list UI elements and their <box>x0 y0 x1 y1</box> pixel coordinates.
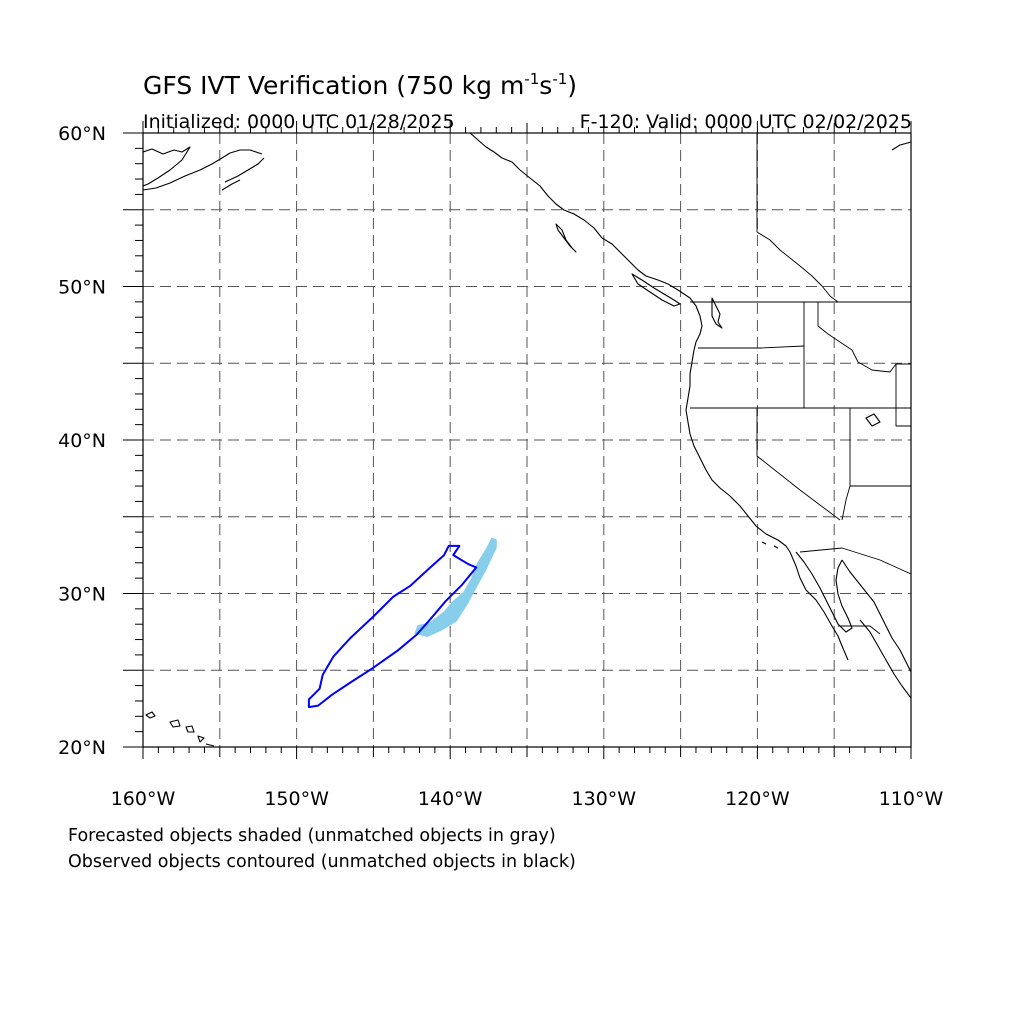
coastlines-and-borders <box>143 133 911 747</box>
caption-observed: Observed objects contoured (unmatched ob… <box>68 852 576 872</box>
latitude-label: 20°N <box>58 737 106 759</box>
caption-forecast: Forecasted objects shaded (unmatched obj… <box>68 826 556 846</box>
init-time-label: Initialized: 0000 UTC 01/28/2025 <box>143 111 455 133</box>
longitude-label: 110°W <box>879 788 944 810</box>
hawaii-islands <box>145 711 215 747</box>
axis-labels: 160°W 150°W 140°W 130°W 120°W 110°W 60°N 50°N 40… <box>58 123 943 810</box>
latitude-label: 50°N <box>58 277 106 299</box>
longitude-label: 130°W <box>572 788 637 810</box>
canada-north-coast <box>891 141 911 151</box>
valid-time-label: F-120: Valid: 0000 UTC 02/02/2025 <box>579 111 912 133</box>
axis-ticks <box>123 121 912 759</box>
latitude-label: 40°N <box>58 430 106 452</box>
us-west-coastline <box>685 349 849 661</box>
observed-ivt-object-contour <box>307 544 478 709</box>
bc-coastline <box>469 133 703 351</box>
longitude-label: 160°W <box>111 788 176 810</box>
political-borders <box>690 133 911 635</box>
puget-sound <box>711 297 723 329</box>
latitude-label: 60°N <box>58 123 106 145</box>
longitude-label: 140°W <box>418 788 483 810</box>
haida-gwaii <box>555 223 577 253</box>
great-salt-lake <box>865 413 881 427</box>
channel-islands <box>761 541 779 549</box>
lat-lon-grid <box>143 133 911 747</box>
longitude-label: 150°W <box>264 788 329 810</box>
alaska-coastline <box>143 146 265 191</box>
baja-coastline <box>795 551 853 633</box>
vancouver-island <box>631 273 681 307</box>
latitude-label: 30°N <box>58 584 106 606</box>
longitude-label: 120°W <box>725 788 790 810</box>
map-title: GFS IVT Verification (750 kg m-1s-1) <box>143 70 578 100</box>
mexico-coastline <box>841 559 911 699</box>
